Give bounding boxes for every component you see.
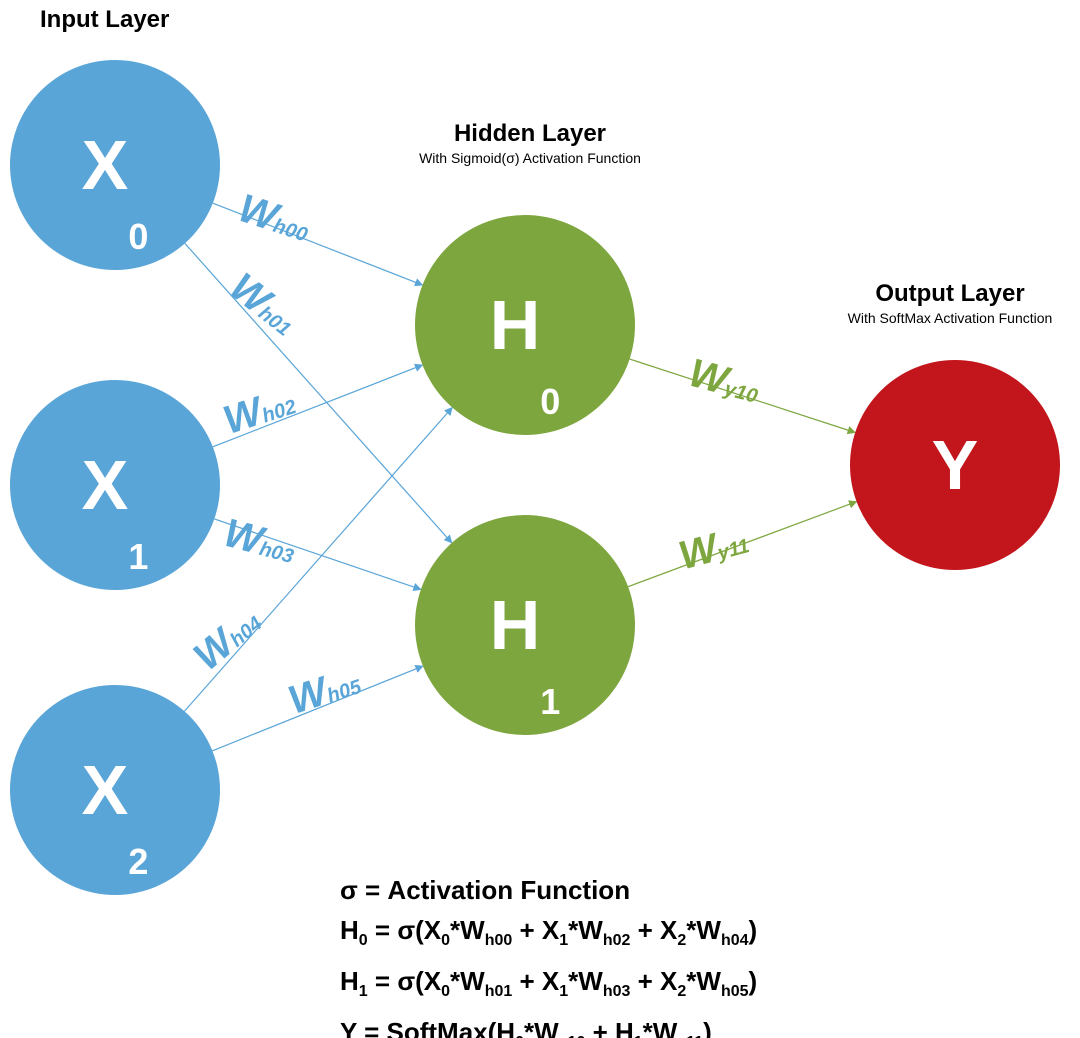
equation-line: H1 = σ(X0*Wh01 + X1*Wh03 + X2*Wh05) — [340, 961, 757, 1012]
weight-sub: y11 — [715, 535, 751, 565]
input-node-x1: X1 — [10, 380, 220, 590]
input-node-x2: X2 — [10, 685, 220, 895]
weight-wh03: Wh03 — [219, 511, 300, 573]
weight-wh02: Wh02 — [218, 379, 301, 444]
node-label: H — [490, 285, 541, 365]
output-layer-subtitle: With SoftMax Activation Function — [840, 310, 1060, 326]
weight-w: W — [218, 389, 268, 443]
weight-sub: y10 — [722, 378, 760, 408]
weight-wh04: Wh04 — [186, 599, 270, 680]
weight-sub: h05 — [325, 676, 365, 708]
node-sub: 1 — [540, 681, 560, 723]
weight-wy11: Wy11 — [674, 518, 753, 579]
hidden-node-h1: H1 — [415, 515, 635, 735]
weight-wh05: Wh05 — [283, 659, 366, 724]
input-node-x0: X0 — [10, 60, 220, 270]
node-label: Y — [932, 425, 979, 505]
output-layer-title: Output Layer — [840, 280, 1060, 308]
node-sub: 1 — [128, 536, 148, 578]
output-node-y: Y — [850, 360, 1060, 570]
hidden-layer-subtitle: With Sigmoid(σ) Activation Function — [400, 150, 660, 166]
node-label: X — [82, 750, 129, 830]
weight-sub: h02 — [260, 396, 300, 428]
node-label: X — [82, 125, 129, 205]
weight-wh01: Wh01 — [221, 265, 306, 345]
equation-line: σ = Activation Function — [340, 870, 757, 910]
equation-line: Y = SoftMax(H0*Wy10 + H1*Wy11) — [340, 1012, 757, 1038]
weight-w: W — [674, 526, 722, 578]
node-sub: 0 — [540, 381, 560, 423]
node-label: X — [82, 445, 129, 525]
edge-e_x0_h1 — [185, 243, 452, 542]
node-sub: 2 — [128, 841, 148, 883]
weight-wy10: Wy10 — [684, 351, 764, 413]
node-sub: 0 — [128, 216, 148, 258]
hidden-layer-title: Hidden Layer — [400, 120, 660, 148]
equations-block: σ = Activation FunctionH0 = σ(X0*Wh00 + … — [340, 870, 757, 1038]
weight-sub: h03 — [257, 538, 296, 568]
input-layer-title: Input Layer — [40, 6, 240, 34]
weight-w: W — [283, 669, 333, 723]
node-label: H — [490, 585, 541, 665]
weight-wh00: Wh00 — [233, 186, 316, 251]
weight-sub: h00 — [271, 215, 311, 247]
hidden-node-h0: H0 — [415, 215, 635, 435]
equation-line: H0 = σ(X0*Wh00 + X1*Wh02 + X2*Wh04) — [340, 910, 757, 961]
